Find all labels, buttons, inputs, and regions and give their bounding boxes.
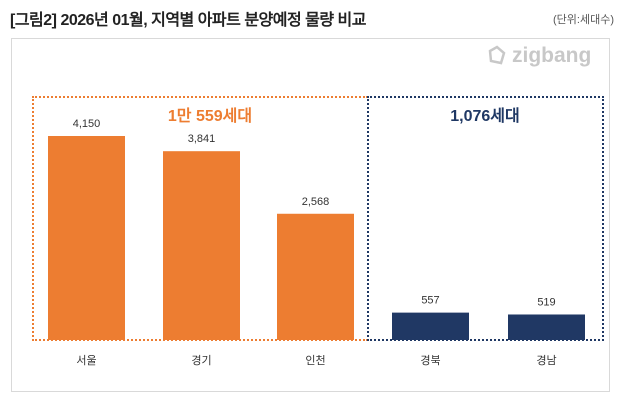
zigbang-logo: zigbang (486, 44, 591, 68)
bar-1 (163, 151, 240, 340)
data-label: 2,568 (302, 196, 330, 208)
bar-3 (392, 312, 469, 340)
group-total-gyeongsang: 1,076세대 (450, 108, 520, 125)
bar-2 (277, 213, 354, 340)
chart-frame (11, 38, 610, 392)
category-label: 경북 (420, 354, 440, 367)
data-label: 519 (537, 296, 555, 308)
chart-title: [그림2] 2026년 01월, 지역별 아파트 분양예정 물량 비교 (10, 12, 366, 29)
zigbang-logo-icon (488, 45, 506, 65)
category-label: 인천 (305, 353, 325, 367)
category-label: 서울 (76, 354, 96, 367)
category-label: 경기 (191, 354, 211, 367)
bar-0 (48, 136, 125, 340)
data-label: 557 (421, 295, 439, 307)
unit-label: (단위:세대수) (553, 14, 614, 26)
logo-text: zigbang (512, 44, 592, 67)
data-label: 4,150 (73, 118, 101, 130)
bar-4 (508, 314, 585, 340)
category-label: 경남 (536, 354, 556, 367)
gyeongsang-area-box (367, 96, 604, 341)
group-total-capital: 1만 559세대 (167, 108, 253, 125)
data-label: 3,841 (188, 133, 216, 145)
